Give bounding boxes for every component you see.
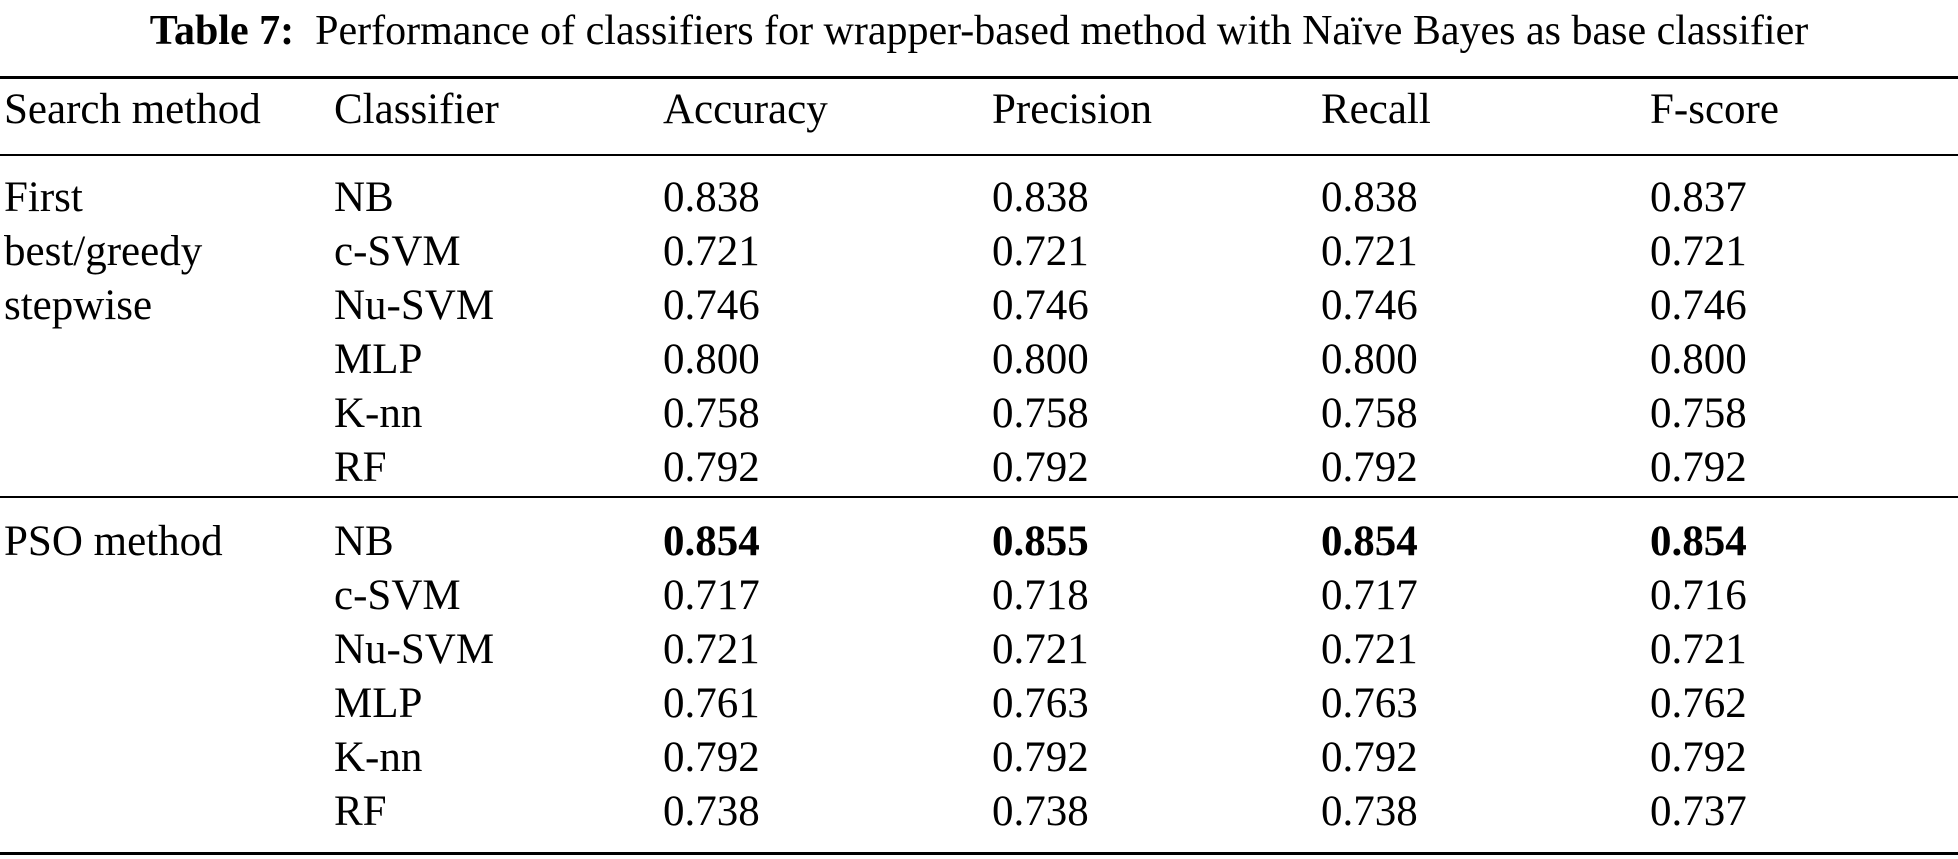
accuracy-cell: 0.717 <box>663 572 760 619</box>
header-bottom-rule <box>0 154 1958 156</box>
fscore-cell: 0.792 <box>1650 734 1747 781</box>
accuracy-cell: 0.800 <box>663 336 760 383</box>
classifier-cell: MLP <box>334 680 423 727</box>
recall-cell: 0.838 <box>1321 174 1418 221</box>
group-separator-rule <box>0 496 1958 498</box>
classifier-cell: NB <box>334 518 394 565</box>
precision-cell: 0.721 <box>992 626 1089 673</box>
precision-cell: 0.800 <box>992 336 1089 383</box>
accuracy-cell-best: 0.854 <box>663 518 760 565</box>
fscore-cell: 0.721 <box>1650 228 1747 275</box>
search-method-line: stepwise <box>4 282 153 329</box>
recall-cell: 0.792 <box>1321 734 1418 781</box>
precision-cell-best: 0.855 <box>992 518 1089 565</box>
classifier-cell: Nu-SVM <box>334 626 495 673</box>
table-bottom-rule <box>0 852 1958 855</box>
classifier-cell: Nu-SVM <box>334 282 495 329</box>
table-caption: Table 7: Performance of classifiers for … <box>0 0 1958 62</box>
fscore-cell: 0.800 <box>1650 336 1747 383</box>
column-header-classifier: Classifier <box>334 86 499 133</box>
accuracy-cell: 0.721 <box>663 626 760 673</box>
column-header-recall: Recall <box>1321 86 1431 133</box>
classifier-cell: NB <box>334 174 394 221</box>
accuracy-cell: 0.792 <box>663 734 760 781</box>
fscore-cell: 0.762 <box>1650 680 1747 727</box>
column-header-precision: Precision <box>992 86 1153 133</box>
fscore-cell: 0.716 <box>1650 572 1747 619</box>
recall-cell: 0.800 <box>1321 336 1418 383</box>
precision-cell: 0.792 <box>992 444 1089 491</box>
classifier-cell: K-nn <box>334 390 423 437</box>
fscore-cell: 0.758 <box>1650 390 1747 437</box>
recall-cell: 0.738 <box>1321 788 1418 835</box>
fscore-cell: 0.737 <box>1650 788 1747 835</box>
classifier-cell: RF <box>334 788 387 835</box>
accuracy-cell: 0.792 <box>663 444 760 491</box>
table-top-rule <box>0 76 1958 79</box>
classifier-cell: RF <box>334 444 387 491</box>
classifier-cell: MLP <box>334 336 423 383</box>
accuracy-cell: 0.738 <box>663 788 760 835</box>
recall-cell: 0.746 <box>1321 282 1418 329</box>
precision-cell: 0.763 <box>992 680 1089 727</box>
precision-cell: 0.758 <box>992 390 1089 437</box>
precision-cell: 0.738 <box>992 788 1089 835</box>
precision-cell: 0.718 <box>992 572 1089 619</box>
recall-cell: 0.721 <box>1321 228 1418 275</box>
column-header-accuracy: Accuracy <box>663 86 828 133</box>
search-method-line: First <box>4 174 83 221</box>
table-caption-text: Performance of classifiers for wrapper-b… <box>315 8 1809 54</box>
fscore-cell: 0.792 <box>1650 444 1747 491</box>
fscore-cell-best: 0.854 <box>1650 518 1747 565</box>
column-header-fscore: F-score <box>1650 86 1779 133</box>
recall-cell: 0.721 <box>1321 626 1418 673</box>
recall-cell: 0.717 <box>1321 572 1418 619</box>
classifier-cell: K-nn <box>334 734 423 781</box>
accuracy-cell: 0.721 <box>663 228 760 275</box>
recall-cell: 0.792 <box>1321 444 1418 491</box>
table-caption-label: Table 7: <box>149 8 295 54</box>
fscore-cell: 0.837 <box>1650 174 1747 221</box>
accuracy-cell: 0.758 <box>663 390 760 437</box>
precision-cell: 0.838 <box>992 174 1089 221</box>
recall-cell-best: 0.854 <box>1321 518 1418 565</box>
precision-cell: 0.721 <box>992 228 1089 275</box>
column-header-search-method: Search method <box>4 86 261 133</box>
precision-cell: 0.746 <box>992 282 1089 329</box>
recall-cell: 0.758 <box>1321 390 1418 437</box>
classifier-cell: c-SVM <box>334 572 461 619</box>
search-method-line: best/greedy <box>4 228 203 275</box>
fscore-cell: 0.746 <box>1650 282 1747 329</box>
precision-cell: 0.792 <box>992 734 1089 781</box>
recall-cell: 0.763 <box>1321 680 1418 727</box>
accuracy-cell: 0.761 <box>663 680 760 727</box>
fscore-cell: 0.721 <box>1650 626 1747 673</box>
search-method-line: PSO method <box>4 518 223 565</box>
accuracy-cell: 0.746 <box>663 282 760 329</box>
accuracy-cell: 0.838 <box>663 174 760 221</box>
classifier-cell: c-SVM <box>334 228 461 275</box>
